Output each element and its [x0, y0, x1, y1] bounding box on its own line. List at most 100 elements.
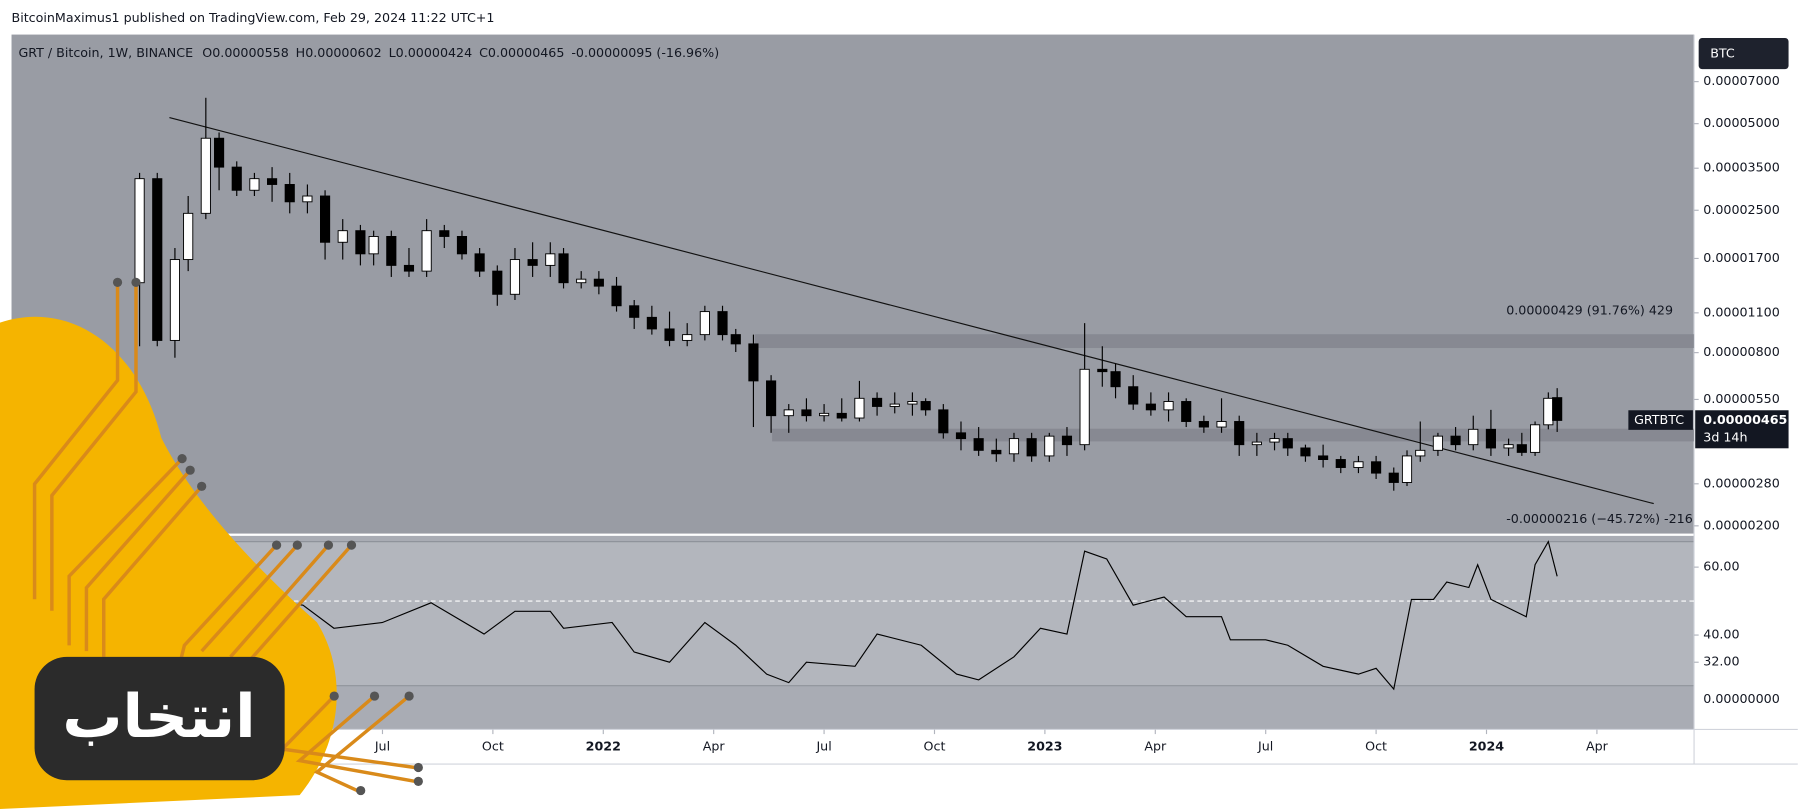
candle-body — [1216, 421, 1227, 428]
price-pane — [11, 34, 1695, 534]
candle-body — [1450, 435, 1461, 446]
candle-body — [1282, 438, 1293, 449]
x-tick-label: Oct — [924, 738, 946, 753]
candle-body — [1485, 428, 1496, 449]
candle-body — [1516, 444, 1527, 453]
candle-body — [907, 401, 918, 405]
candle-body — [474, 253, 485, 272]
candle-body — [169, 259, 180, 341]
candle-body — [456, 236, 468, 255]
candle-body — [1026, 438, 1037, 457]
candle-body — [1432, 435, 1443, 451]
candle-body — [1415, 449, 1426, 457]
candle-body — [355, 230, 366, 255]
symbol-label-bg — [1628, 410, 1693, 430]
measure-label: -0.00000216 (−45.72%) -216 — [1506, 511, 1693, 526]
candle-body — [1318, 455, 1329, 461]
logo-circuits — [32, 282, 416, 793]
candle-body — [766, 380, 777, 417]
candle-body — [920, 401, 931, 411]
candle-body — [284, 184, 295, 203]
x-tick-label: Jul — [374, 738, 390, 753]
currency-button-bg[interactable] — [1698, 38, 1789, 70]
axes: 0.00007000 0.00005000 0.00003500 0.00002500… — [374, 73, 1780, 753]
candle-body — [200, 137, 211, 214]
trendline — [169, 116, 1654, 505]
last-price: 0.00000465 — [1703, 412, 1787, 427]
y-tick-label: 0.00000280 — [1703, 475, 1780, 490]
candle-body — [1503, 444, 1514, 449]
candle-body — [889, 403, 900, 407]
logo: انتخاب — [0, 277, 423, 809]
publisher-line: BitcoinMaximus1 published on TradingView… — [12, 10, 495, 25]
legend-key: O — [202, 45, 212, 60]
y-tick-label: 0.00000800 — [1703, 344, 1780, 359]
candle-body — [509, 259, 521, 295]
candle-body — [991, 449, 1002, 455]
candle-body — [664, 328, 675, 341]
candle-body — [527, 259, 538, 266]
x-tick-label: 2023 — [1027, 738, 1062, 753]
y-tick-label: 0.00001100 — [1703, 304, 1780, 319]
candle-body — [249, 178, 260, 191]
candle-body — [593, 278, 604, 287]
candle-body — [1008, 438, 1020, 455]
candle-body — [1353, 461, 1364, 468]
y-tick-label: 0.00007000 — [1703, 73, 1780, 88]
legend-value: 0.00000465 — [488, 45, 565, 60]
candle-body — [403, 264, 415, 272]
candle-body — [1468, 428, 1479, 446]
candle-body — [386, 236, 397, 266]
candle-body — [1388, 472, 1399, 483]
x-tick-label: Jul — [1257, 738, 1273, 753]
candle-body — [955, 432, 967, 440]
legend-value: 0.00000424 — [396, 45, 473, 60]
candle-body — [231, 166, 242, 191]
candle-body — [1110, 371, 1121, 388]
logo-box — [34, 656, 285, 781]
candle-body — [152, 178, 163, 341]
candle-body — [337, 230, 348, 243]
y-tick-label: 0.00002500 — [1703, 202, 1780, 217]
candle-body — [1552, 397, 1563, 421]
candle-body — [819, 412, 830, 417]
candle-body — [938, 409, 949, 434]
x-tick-label: Apr — [703, 738, 726, 753]
candle-body — [1079, 368, 1090, 446]
candle-body — [134, 178, 145, 284]
candle-body — [576, 278, 587, 284]
y-tick-label: 0.00000550 — [1703, 391, 1780, 406]
legend-key: C — [479, 45, 488, 60]
candle-body — [730, 334, 741, 345]
candle-body — [1128, 386, 1139, 405]
candle-body — [1181, 401, 1192, 422]
candle-body — [1145, 403, 1156, 411]
y-tick-label: 60.00 — [1703, 559, 1739, 574]
x-tick-label: Oct — [482, 738, 504, 753]
candle-body — [854, 397, 865, 419]
logo-text: انتخاب — [62, 682, 255, 752]
x-tick-label: Oct — [1365, 738, 1387, 753]
candle-body — [682, 334, 693, 341]
y-tick-label: 0.00001700 — [1703, 250, 1780, 265]
candle-body — [973, 438, 984, 451]
logo-dots — [112, 277, 423, 796]
candle-body — [1044, 435, 1055, 457]
resistance-zone — [754, 334, 1695, 349]
candle-body — [421, 230, 432, 272]
candle-body — [1163, 401, 1174, 411]
candle-body — [1335, 459, 1346, 468]
currency-button[interactable]: BTC — [1710, 46, 1735, 61]
measure-label: 0.00000429 (91.76%) 429 — [1506, 303, 1673, 318]
candle-body — [492, 270, 503, 295]
legend-key: L — [389, 45, 396, 60]
candle-body — [267, 178, 278, 185]
candle-body — [748, 343, 759, 382]
y-tick-label: 32.00 — [1703, 654, 1739, 669]
last-price-bg — [1695, 410, 1789, 449]
candle-body — [1061, 435, 1073, 446]
candle-body — [801, 409, 812, 417]
candle-body — [1269, 438, 1280, 443]
candle-body — [717, 311, 728, 336]
